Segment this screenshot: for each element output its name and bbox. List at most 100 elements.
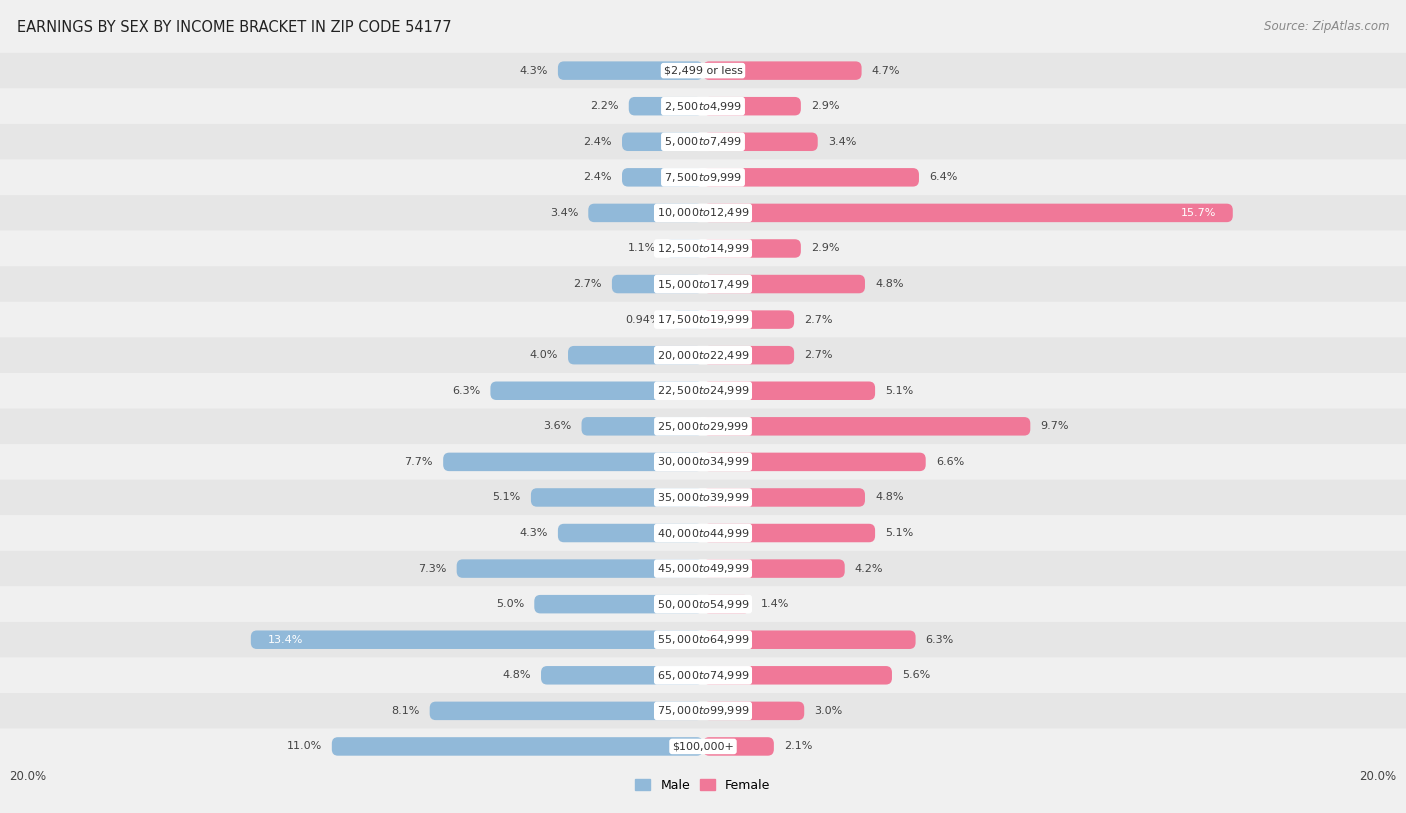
Text: 3.4%: 3.4% (828, 137, 856, 147)
FancyBboxPatch shape (0, 408, 1406, 444)
Text: 2.9%: 2.9% (811, 243, 839, 254)
Text: $2,499 or less: $2,499 or less (664, 66, 742, 76)
Text: 4.8%: 4.8% (875, 279, 904, 289)
FancyBboxPatch shape (703, 666, 891, 685)
FancyBboxPatch shape (0, 302, 1406, 337)
Text: 3.4%: 3.4% (550, 208, 578, 218)
FancyBboxPatch shape (703, 417, 1031, 436)
FancyBboxPatch shape (671, 311, 703, 328)
FancyBboxPatch shape (0, 159, 1406, 195)
FancyBboxPatch shape (0, 586, 1406, 622)
FancyBboxPatch shape (0, 124, 1406, 159)
Text: 4.7%: 4.7% (872, 66, 900, 76)
Text: 6.3%: 6.3% (925, 635, 953, 645)
FancyBboxPatch shape (621, 133, 703, 151)
Text: 4.8%: 4.8% (502, 670, 531, 680)
Text: 15.7%: 15.7% (1181, 208, 1216, 218)
Text: $35,000 to $39,999: $35,000 to $39,999 (657, 491, 749, 504)
FancyBboxPatch shape (703, 311, 794, 328)
FancyBboxPatch shape (703, 133, 818, 151)
Text: 6.6%: 6.6% (936, 457, 965, 467)
Text: $65,000 to $74,999: $65,000 to $74,999 (657, 669, 749, 682)
FancyBboxPatch shape (0, 693, 1406, 728)
FancyBboxPatch shape (332, 737, 703, 755)
Text: 2.1%: 2.1% (785, 741, 813, 751)
Text: 11.0%: 11.0% (287, 741, 322, 751)
Text: 3.0%: 3.0% (814, 706, 842, 716)
FancyBboxPatch shape (0, 266, 1406, 302)
Text: 2.9%: 2.9% (811, 101, 839, 111)
FancyBboxPatch shape (0, 231, 1406, 266)
FancyBboxPatch shape (457, 559, 703, 578)
FancyBboxPatch shape (0, 515, 1406, 551)
FancyBboxPatch shape (491, 381, 703, 400)
FancyBboxPatch shape (703, 524, 875, 542)
Text: 6.3%: 6.3% (453, 385, 481, 396)
Text: 5.1%: 5.1% (886, 385, 914, 396)
Text: Source: ZipAtlas.com: Source: ZipAtlas.com (1264, 20, 1389, 33)
FancyBboxPatch shape (666, 239, 703, 258)
FancyBboxPatch shape (534, 595, 703, 613)
Text: 5.1%: 5.1% (492, 493, 520, 502)
Text: $50,000 to $54,999: $50,000 to $54,999 (657, 598, 749, 611)
FancyBboxPatch shape (628, 97, 703, 115)
Text: $100,000+: $100,000+ (672, 741, 734, 751)
Text: 4.2%: 4.2% (855, 563, 883, 574)
FancyBboxPatch shape (568, 346, 703, 364)
FancyBboxPatch shape (0, 89, 1406, 124)
Text: 2.4%: 2.4% (583, 172, 612, 182)
Text: $30,000 to $34,999: $30,000 to $34,999 (657, 455, 749, 468)
FancyBboxPatch shape (703, 61, 862, 80)
Text: $75,000 to $99,999: $75,000 to $99,999 (657, 704, 749, 717)
FancyBboxPatch shape (0, 373, 1406, 408)
Text: $15,000 to $17,499: $15,000 to $17,499 (657, 277, 749, 290)
FancyBboxPatch shape (0, 658, 1406, 693)
Text: $12,500 to $14,999: $12,500 to $14,999 (657, 242, 749, 255)
Text: 4.3%: 4.3% (519, 66, 548, 76)
FancyBboxPatch shape (703, 453, 925, 471)
FancyBboxPatch shape (443, 453, 703, 471)
Text: 2.7%: 2.7% (804, 315, 832, 324)
Text: 5.1%: 5.1% (886, 528, 914, 538)
FancyBboxPatch shape (0, 53, 1406, 89)
Text: 7.3%: 7.3% (418, 563, 447, 574)
Text: 6.4%: 6.4% (929, 172, 957, 182)
Text: $17,500 to $19,999: $17,500 to $19,999 (657, 313, 749, 326)
FancyBboxPatch shape (703, 702, 804, 720)
Text: $40,000 to $44,999: $40,000 to $44,999 (657, 527, 749, 540)
FancyBboxPatch shape (703, 239, 801, 258)
FancyBboxPatch shape (0, 551, 1406, 586)
Text: 1.1%: 1.1% (627, 243, 655, 254)
FancyBboxPatch shape (703, 559, 845, 578)
FancyBboxPatch shape (558, 524, 703, 542)
Text: 4.0%: 4.0% (530, 350, 558, 360)
Text: $22,500 to $24,999: $22,500 to $24,999 (657, 385, 749, 398)
FancyBboxPatch shape (703, 737, 773, 755)
FancyBboxPatch shape (703, 381, 875, 400)
Text: $45,000 to $49,999: $45,000 to $49,999 (657, 562, 749, 575)
Text: 13.4%: 13.4% (267, 635, 304, 645)
Text: $2,500 to $4,999: $2,500 to $4,999 (664, 100, 742, 113)
Text: 2.4%: 2.4% (583, 137, 612, 147)
FancyBboxPatch shape (558, 61, 703, 80)
Text: $5,000 to $7,499: $5,000 to $7,499 (664, 135, 742, 148)
Text: EARNINGS BY SEX BY INCOME BRACKET IN ZIP CODE 54177: EARNINGS BY SEX BY INCOME BRACKET IN ZIP… (17, 20, 451, 35)
FancyBboxPatch shape (703, 275, 865, 293)
Text: 1.4%: 1.4% (761, 599, 789, 609)
Text: 7.7%: 7.7% (405, 457, 433, 467)
FancyBboxPatch shape (703, 346, 794, 364)
Text: 9.7%: 9.7% (1040, 421, 1069, 432)
FancyBboxPatch shape (0, 195, 1406, 231)
FancyBboxPatch shape (0, 444, 1406, 480)
FancyBboxPatch shape (541, 666, 703, 685)
Text: 2.2%: 2.2% (591, 101, 619, 111)
FancyBboxPatch shape (0, 337, 1406, 373)
Text: 4.8%: 4.8% (875, 493, 904, 502)
Text: $25,000 to $29,999: $25,000 to $29,999 (657, 420, 749, 433)
FancyBboxPatch shape (621, 168, 703, 186)
Text: 2.7%: 2.7% (804, 350, 832, 360)
Text: 4.3%: 4.3% (519, 528, 548, 538)
FancyBboxPatch shape (703, 97, 801, 115)
FancyBboxPatch shape (250, 630, 703, 649)
Text: $20,000 to $22,499: $20,000 to $22,499 (657, 349, 749, 362)
